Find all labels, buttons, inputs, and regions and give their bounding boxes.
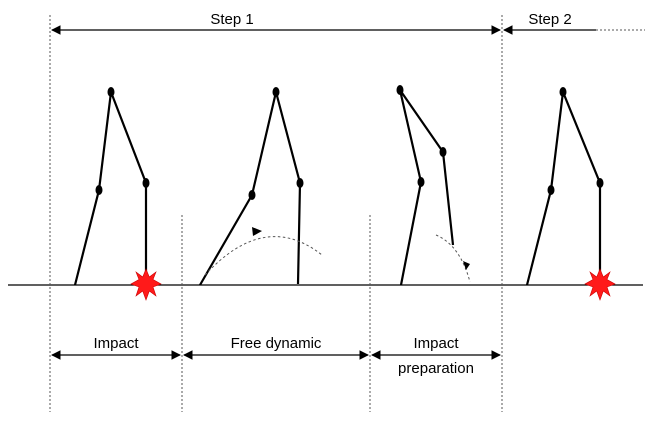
impact-preparation-label-line2: preparation (398, 360, 474, 377)
walker-joints-impact-preparation (396, 85, 447, 187)
impact-star-marker-step2 (584, 268, 616, 301)
swing-direction-arrow-prep (463, 261, 470, 270)
walker-figure-free-dynamic (199, 91, 302, 286)
walker-joints-step2 (547, 87, 604, 195)
swing-trajectory-free (204, 236, 323, 276)
swing-trajectory-preparation (435, 234, 471, 283)
walker-joints-impact (95, 87, 150, 195)
step2-label: Step 2 (528, 11, 571, 28)
walker-figure-impact (73, 91, 148, 286)
walker-joints-free-dynamic (248, 87, 304, 200)
free-dynamic-phase-label: Free dynamic (231, 335, 322, 352)
impact-preparation-label-line1: Impact (413, 335, 459, 352)
walker-figure-step2 (525, 87, 602, 286)
impact-phase-label: Impact (93, 335, 139, 352)
step1-label: Step 1 (210, 11, 253, 28)
impact-star-marker (130, 268, 162, 301)
walker-figure-impact-preparation (398, 89, 455, 286)
swing-direction-arrow (252, 227, 262, 236)
